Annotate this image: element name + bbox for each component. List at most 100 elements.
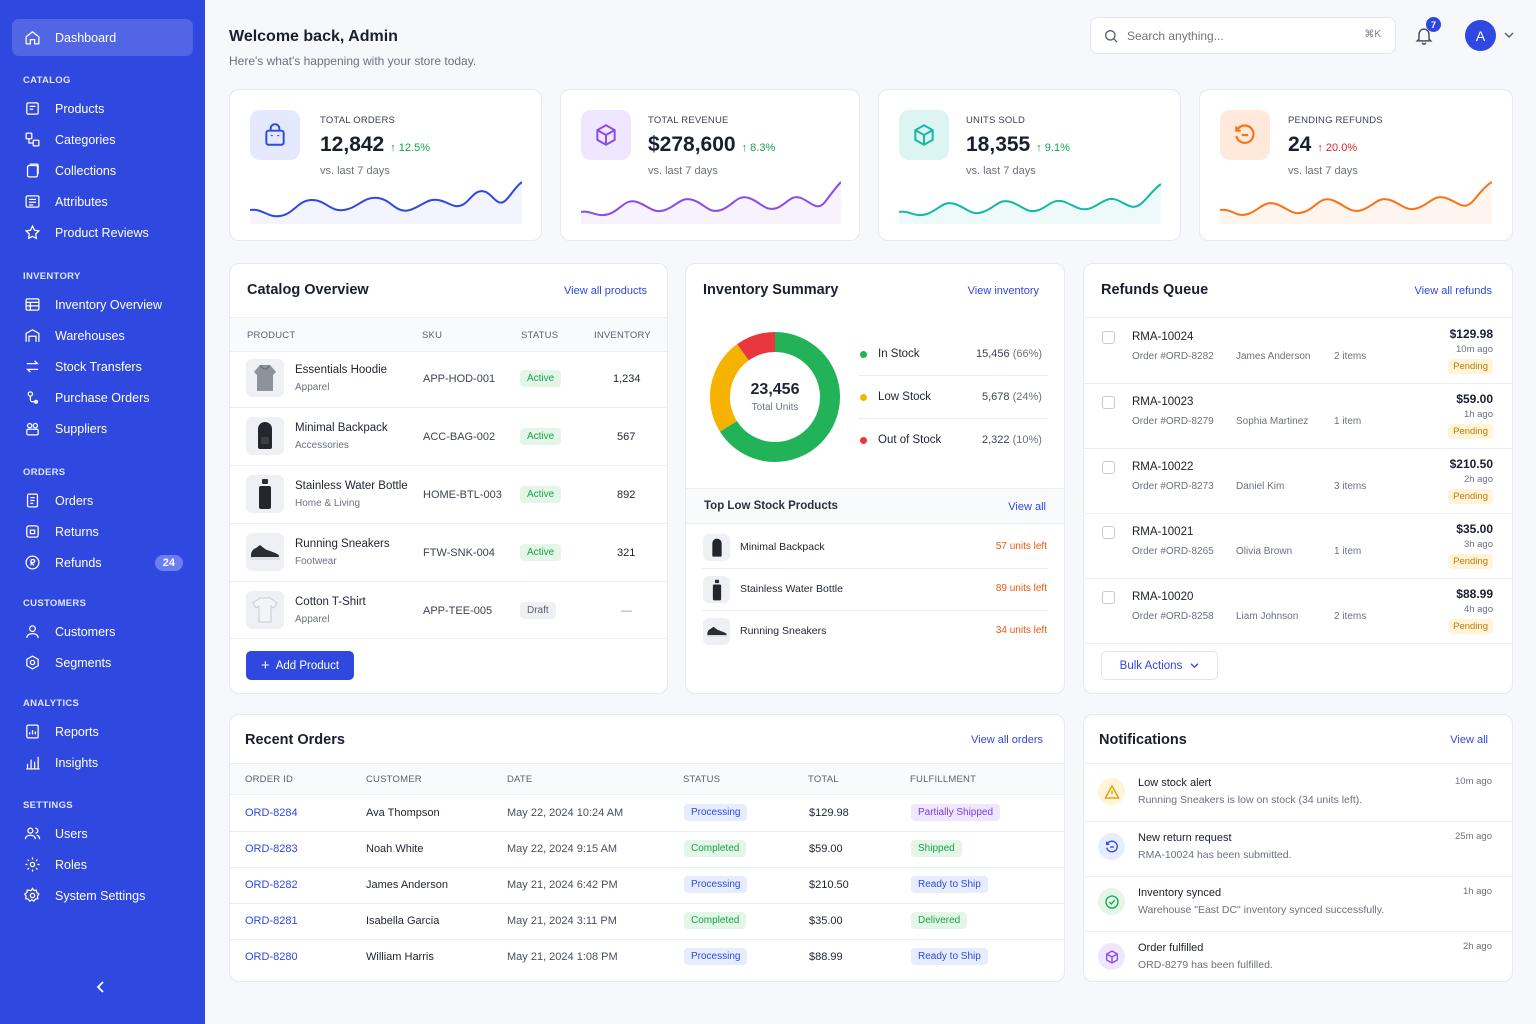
collections-icon: [26, 163, 39, 178]
refund-id[interactable]: RMA-10022: [1132, 461, 1194, 473]
add-product-button[interactable]: + Add Product: [246, 651, 354, 680]
order-status-badge: Processing: [684, 876, 748, 893]
stat-value: 12,842 ↑ 12.5%: [320, 133, 430, 157]
low-stock-name[interactable]: Stainless Water Bottle: [740, 583, 843, 595]
refund-order[interactable]: Order #ORD-8265: [1132, 546, 1214, 557]
refund-id[interactable]: RMA-10021: [1132, 526, 1194, 538]
bulk-actions-button[interactable]: Bulk Actions: [1101, 651, 1218, 680]
order-total: $59.00: [809, 843, 843, 855]
refund-checkbox[interactable]: [1102, 461, 1115, 474]
sidebar-item-roles[interactable]: Roles: [12, 849, 193, 880]
product-name[interactable]: Minimal Backpack: [295, 422, 388, 434]
refund-item-count: 2 items: [1334, 351, 1367, 362]
sidebar-item-products[interactable]: Products: [12, 93, 193, 124]
refund-checkbox[interactable]: [1102, 331, 1115, 344]
order-status-badge: Completed: [684, 912, 747, 929]
sidebar-item-attributes[interactable]: Attributes: [12, 186, 193, 217]
order-status-badge: Completed: [684, 840, 747, 857]
sidebar-item-label: System Settings: [55, 888, 146, 903]
sidebar-item-insights[interactable]: Insights: [12, 747, 193, 778]
sidebar-item-warehouses[interactable]: Warehouses: [12, 320, 193, 351]
catalog-overview-card: Catalog Overview View all products PRODU…: [229, 263, 668, 694]
list-icon: [25, 195, 40, 208]
view-all-refunds-link[interactable]: View all refunds: [1414, 285, 1492, 297]
sidebar-item-inventory-overview[interactable]: Inventory Overview: [12, 289, 193, 320]
notification-body: ORD-8279 has been fulfilled.: [1138, 959, 1273, 971]
notification-title[interactable]: Order fulfilled: [1138, 942, 1204, 954]
sidebar-item-product-reviews[interactable]: Product Reviews: [12, 217, 193, 248]
order-id-link[interactable]: ORD-8284: [245, 807, 298, 819]
refund-customer: Daniel Kim: [1236, 481, 1285, 492]
row-divider: [230, 831, 1064, 832]
refund-id[interactable]: RMA-10023: [1132, 396, 1194, 408]
low-stock-name[interactable]: Running Sneakers: [740, 625, 827, 637]
status-badge: Active: [520, 428, 562, 445]
notification-title[interactable]: New return request: [1138, 832, 1232, 844]
refund-order[interactable]: Order #ORD-8273: [1132, 481, 1214, 492]
stat-value-text: 12,842: [320, 133, 385, 156]
sidebar-item-purchase-orders[interactable]: Purchase Orders: [12, 382, 193, 413]
refund-checkbox[interactable]: [1102, 591, 1115, 604]
sidebar-item-refunds[interactable]: Refunds 24: [12, 547, 193, 578]
order-id-link[interactable]: ORD-8281: [245, 915, 298, 927]
order-id-link[interactable]: ORD-8280: [245, 951, 298, 963]
notification-title[interactable]: Inventory synced: [1138, 887, 1222, 899]
refund-order[interactable]: Order #ORD-8258: [1132, 611, 1214, 622]
sidebar-item-reports[interactable]: Reports: [12, 716, 193, 747]
product-name[interactable]: Essentials Hoodie: [295, 364, 388, 376]
sidebar-item-label: Refunds: [55, 555, 102, 570]
notifications-button[interactable]: 7: [1414, 17, 1441, 48]
refund-amount: $35.00: [1456, 522, 1493, 536]
collapse-sidebar-button[interactable]: [90, 976, 112, 998]
bottle-icon: [712, 579, 721, 600]
sidebar-item-suppliers[interactable]: Suppliers: [12, 413, 193, 444]
sidebar-item-dashboard[interactable]: Dashboard: [12, 19, 193, 56]
order-id-link[interactable]: ORD-8282: [245, 879, 298, 891]
product-name[interactable]: Running Sneakers: [295, 538, 390, 550]
view-all-products-link[interactable]: View all products: [564, 285, 647, 297]
stat-sub: vs. last 7 days: [320, 165, 390, 177]
avatar[interactable]: A: [1465, 20, 1496, 51]
refund-checkbox[interactable]: [1102, 396, 1115, 409]
refund-id[interactable]: RMA-10020: [1132, 591, 1194, 603]
product-sku: APP-TEE-005: [423, 605, 493, 617]
view-all-low-stock-link[interactable]: View all: [1008, 501, 1046, 513]
sidebar-item-segments[interactable]: Segments: [12, 647, 193, 678]
product-sku: HOME-BTL-003: [423, 489, 502, 501]
sidebar-item-orders[interactable]: Orders: [12, 485, 193, 516]
sidebar-item-stock-transfers[interactable]: Stock Transfers: [12, 351, 193, 382]
chevron-down-icon[interactable]: [1504, 31, 1514, 39]
view-inventory-link[interactable]: View inventory: [967, 285, 1039, 297]
search-input[interactable]: [1127, 26, 1347, 46]
legend-value-number: 5,678: [982, 391, 1010, 403]
sidebar-item-categories[interactable]: Categories: [12, 124, 193, 155]
fulfillment-badge: Ready to Ship: [911, 948, 988, 965]
view-all-notifications-link[interactable]: View all: [1450, 734, 1488, 746]
notification-title[interactable]: Low stock alert: [1138, 777, 1212, 789]
order-total: $88.99: [809, 951, 843, 963]
row-divider: [1084, 513, 1512, 514]
page-title: Welcome back, Admin: [229, 28, 398, 45]
box-icon: [1098, 943, 1125, 970]
refund-item-count: 3 items: [1334, 481, 1367, 492]
low-stock-name[interactable]: Minimal Backpack: [740, 541, 825, 553]
product-name[interactable]: Cotton T-Shirt: [295, 596, 366, 608]
refund-order[interactable]: Order #ORD-8279: [1132, 416, 1214, 427]
tag-icon: [26, 102, 39, 115]
refund-checkbox[interactable]: [1102, 526, 1115, 539]
inventory-donut-chart: [710, 332, 840, 462]
product-name[interactable]: Stainless Water Bottle: [295, 480, 408, 492]
refund-order[interactable]: Order #ORD-8282: [1132, 351, 1214, 362]
sidebar-item-system-settings[interactable]: System Settings: [12, 880, 193, 911]
sidebar-item-label: Warehouses: [55, 328, 125, 343]
sidebar-item-collections[interactable]: Collections: [12, 155, 193, 186]
sidebar-item-users[interactable]: Users: [12, 818, 193, 849]
refund-id[interactable]: RMA-10024: [1132, 331, 1194, 343]
view-all-orders-link[interactable]: View all orders: [971, 734, 1043, 746]
order-id-link[interactable]: ORD-8283: [245, 843, 298, 855]
search-box[interactable]: ⌘K: [1090, 17, 1396, 54]
sidebar-item-customers[interactable]: Customers: [12, 616, 193, 647]
product-category: Apparel: [295, 382, 330, 393]
order-date: May 22, 2024 9:15 AM: [507, 843, 618, 855]
sidebar-item-returns[interactable]: Returns: [12, 516, 193, 547]
